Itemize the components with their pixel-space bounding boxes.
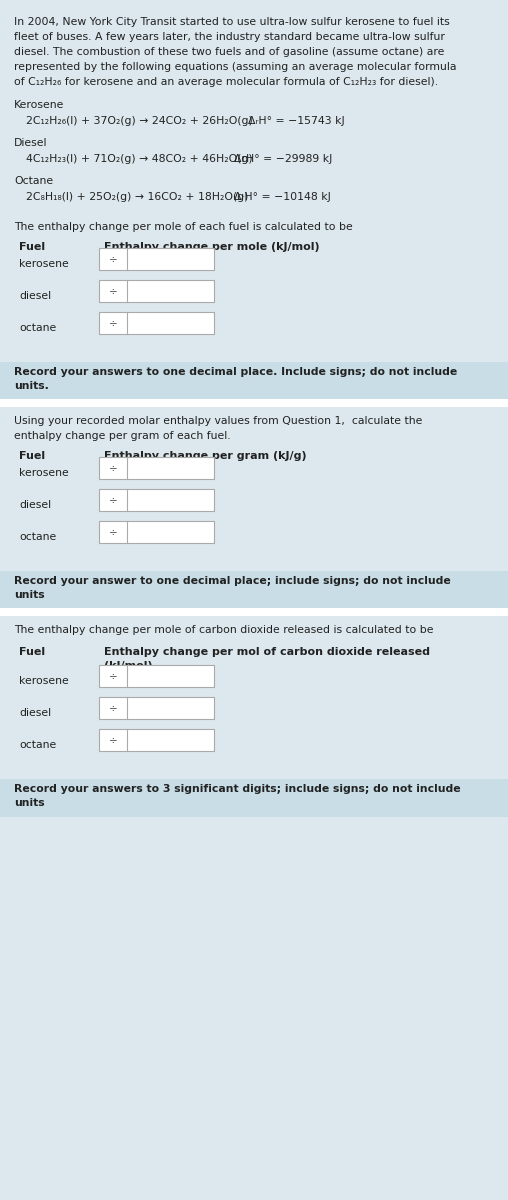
Text: 2C₁₂H₂₆(l) + 37O₂(g) → 24CO₂ + 26H₂O(g): 2C₁₂H₂₆(l) + 37O₂(g) → 24CO₂ + 26H₂O(g): [26, 116, 253, 126]
Text: ΔᵣH° = −15743 kJ: ΔᵣH° = −15743 kJ: [248, 116, 345, 126]
Text: Record your answers to one decimal place. Include signs; do not include: Record your answers to one decimal place…: [14, 367, 457, 377]
Bar: [99, 312, 214, 334]
Text: octane: octane: [19, 532, 56, 542]
Text: Fuel: Fuel: [19, 242, 45, 252]
Text: units.: units.: [14, 382, 49, 391]
Text: diesel: diesel: [19, 708, 51, 718]
Text: Fuel: Fuel: [19, 451, 45, 461]
Text: The enthalpy change per mole of each fuel is calculated to be: The enthalpy change per mole of each fue…: [14, 222, 353, 232]
Text: ÷: ÷: [109, 494, 117, 505]
Text: ÷: ÷: [109, 318, 117, 328]
Text: ÷: ÷: [109, 286, 117, 296]
Text: Record your answers to 3 significant digits; include signs; do not include: Record your answers to 3 significant dig…: [14, 784, 461, 794]
Text: Using your recorded molar enthalpy values from Question 1,  calculate the: Using your recorded molar enthalpy value…: [14, 416, 422, 426]
Text: diesel: diesel: [19, 290, 51, 301]
Bar: [99, 280, 214, 302]
Bar: [99, 697, 214, 719]
Text: kerosene: kerosene: [19, 676, 69, 686]
Bar: [0, 608, 508, 616]
Bar: [99, 728, 214, 751]
Text: The enthalpy change per mole of carbon dioxide released is calculated to be: The enthalpy change per mole of carbon d…: [14, 625, 433, 635]
Text: fleet of buses. A few years later, the industry standard became ultra-low sulfur: fleet of buses. A few years later, the i…: [14, 32, 445, 42]
Bar: [0, 398, 508, 407]
Text: represented by the following equations (assuming an average molecular formula: represented by the following equations (…: [14, 62, 457, 72]
Text: octane: octane: [19, 323, 56, 332]
Text: 2C₈H₁₈(l) + 25O₂(g) → 16CO₂ + 18H₂O(g): 2C₈H₁₈(l) + 25O₂(g) → 16CO₂ + 18H₂O(g): [26, 192, 248, 202]
Text: Enthalpy change per gram (kJ/g): Enthalpy change per gram (kJ/g): [104, 451, 307, 461]
Text: ÷: ÷: [109, 463, 117, 473]
Text: ΔrH° = −29989 kJ: ΔrH° = −29989 kJ: [234, 154, 332, 164]
Text: ÷: ÷: [109, 703, 117, 713]
Bar: [0, 362, 508, 400]
Text: octane: octane: [19, 740, 56, 750]
Text: ÷: ÷: [109, 734, 117, 745]
Text: kerosene: kerosene: [19, 259, 69, 269]
Text: In 2004, New York City Transit started to use ultra-low sulfur kerosene to fuel : In 2004, New York City Transit started t…: [14, 17, 450, 26]
Text: kerosene: kerosene: [19, 468, 69, 478]
Text: ÷: ÷: [109, 254, 117, 264]
Bar: [0, 571, 508, 608]
Text: 4C₁₂H₂₃(l) + 71O₂(g) → 48CO₂ + 46H₂O(g): 4C₁₂H₂₃(l) + 71O₂(g) → 48CO₂ + 46H₂O(g): [26, 154, 252, 164]
Text: diesel: diesel: [19, 500, 51, 510]
Text: Fuel: Fuel: [19, 647, 45, 658]
Text: units: units: [14, 798, 45, 808]
Text: ÷: ÷: [109, 527, 117, 538]
Text: Octane: Octane: [14, 176, 53, 186]
Text: Kerosene: Kerosene: [14, 100, 65, 110]
Text: Enthalpy change per mol of carbon dioxide released: Enthalpy change per mol of carbon dioxid…: [104, 647, 430, 658]
Text: diesel. The combustion of these two fuels and of gasoline (assume octane) are: diesel. The combustion of these two fuel…: [14, 47, 444, 56]
Text: Diesel: Diesel: [14, 138, 48, 148]
Bar: [99, 665, 214, 686]
Bar: [99, 521, 214, 542]
Text: units: units: [14, 590, 45, 600]
Text: Record your answer to one decimal place; include signs; do not include: Record your answer to one decimal place;…: [14, 576, 451, 586]
Bar: [99, 248, 214, 270]
Text: of C₁₂H₂₆ for kerosene and an average molecular formula of C₁₂H₂₃ for diesel).: of C₁₂H₂₆ for kerosene and an average mo…: [14, 77, 438, 86]
Text: ÷: ÷: [109, 671, 117, 680]
Bar: [99, 490, 214, 511]
Text: enthalpy change per gram of each fuel.: enthalpy change per gram of each fuel.: [14, 431, 231, 440]
Text: ΔᵣH° = −10148 kJ: ΔᵣH° = −10148 kJ: [234, 192, 331, 202]
Text: (kJ/mol): (kJ/mol): [104, 661, 152, 671]
Text: Enthalpy change per mole (kJ/mol): Enthalpy change per mole (kJ/mol): [104, 242, 320, 252]
Bar: [0, 779, 508, 817]
Bar: [99, 457, 214, 479]
